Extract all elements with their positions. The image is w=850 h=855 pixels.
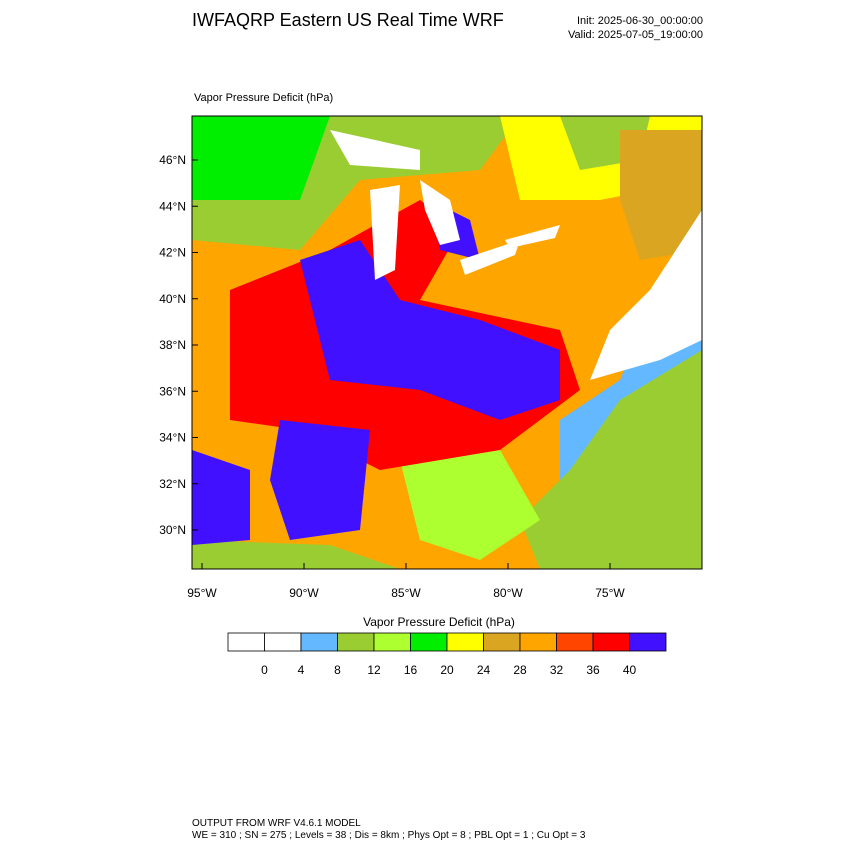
lat-label: 36°N bbox=[159, 384, 186, 398]
lat-label: 40°N bbox=[159, 292, 186, 306]
lat-label: 30°N bbox=[159, 523, 186, 537]
lat-label: 38°N bbox=[159, 338, 186, 352]
lat-label: 34°N bbox=[159, 431, 186, 445]
colorbar-box bbox=[227, 632, 265, 652]
map-field bbox=[192, 116, 702, 569]
colorbar-label: 16 bbox=[404, 663, 418, 677]
lon-label: 85°W bbox=[391, 586, 421, 600]
colorbar-label: 40 bbox=[623, 663, 637, 677]
title: IWFAQRP Eastern US Real Time WRF bbox=[192, 10, 504, 30]
colorbar-box bbox=[483, 632, 521, 652]
lon-label: 80°W bbox=[493, 586, 523, 600]
footer-line: WE = 310 ; SN = 275 ; Levels = 38 ; Dis … bbox=[192, 830, 586, 841]
colorbar-label: 32 bbox=[550, 663, 564, 677]
footer-line: OUTPUT FROM WRF V4.6.1 MODEL bbox=[192, 818, 361, 829]
colorbar-box bbox=[410, 632, 448, 652]
colorbar-label: 36 bbox=[586, 663, 600, 677]
colorbar-box bbox=[300, 632, 338, 652]
colorbar-box bbox=[556, 632, 594, 652]
colorbar-label: 4 bbox=[298, 663, 305, 677]
colorbar-box bbox=[592, 632, 630, 652]
colorbar-label: 24 bbox=[477, 663, 491, 677]
lat-label: 32°N bbox=[159, 477, 186, 491]
map-label: Vapor Pressure Deficit (hPa) bbox=[194, 92, 333, 104]
colorbar-box bbox=[264, 632, 302, 652]
colorbar-box bbox=[446, 632, 484, 652]
lat-label: 46°N bbox=[159, 153, 186, 167]
map-frame bbox=[191, 115, 703, 570]
lon-label: 95°W bbox=[187, 586, 217, 600]
lon-label: 75°W bbox=[595, 586, 625, 600]
colorbar-box bbox=[629, 632, 667, 652]
colorbar-label: 20 bbox=[440, 663, 454, 677]
lat-label: 44°N bbox=[159, 199, 186, 213]
init-time: Init: 2025-06-30_00:00:00 bbox=[577, 15, 703, 27]
colorbar-title: Vapor Pressure Deficit (hPa) bbox=[363, 615, 515, 629]
lon-label: 90°W bbox=[289, 586, 319, 600]
colorbar-box bbox=[373, 632, 411, 652]
colorbar-label: 12 bbox=[367, 663, 381, 677]
colorbar-box bbox=[337, 632, 375, 652]
colorbar-label: 8 bbox=[334, 663, 341, 677]
colorbar-box bbox=[519, 632, 557, 652]
colorbar-label: 0 bbox=[261, 663, 268, 677]
lat-label: 42°N bbox=[159, 246, 186, 260]
valid-time: Valid: 2025-07-05_19:00:00 bbox=[568, 29, 703, 41]
colorbar-label: 28 bbox=[513, 663, 527, 677]
